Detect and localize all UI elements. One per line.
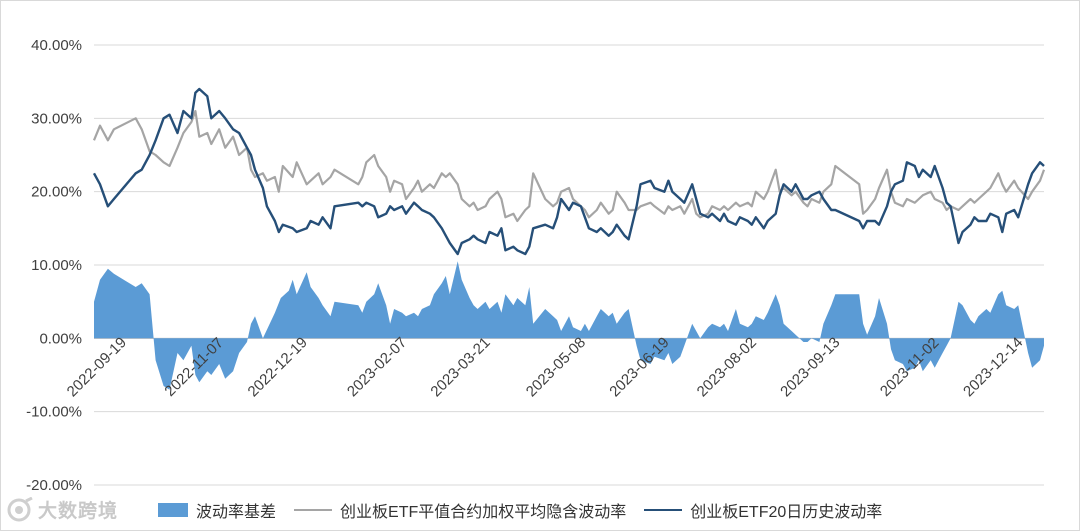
y-tick-label: 0.00% xyxy=(39,330,82,347)
gridlines xyxy=(94,44,1044,486)
y-axis-ticks: 40.00% 30.00% 20.00% 10.00% 0.00% -10.00% -20.… xyxy=(26,37,82,494)
x-tick-label: 2023-05-08 xyxy=(523,334,589,400)
y-tick-label: -10.00% xyxy=(26,404,82,421)
x-tick-label: 2023-02-07 xyxy=(344,334,410,400)
y-tick-label: 20.00% xyxy=(31,184,82,201)
x-tick-label: 2023-08-02 xyxy=(694,334,760,400)
x-tick-label: 2022-12-19 xyxy=(245,334,311,400)
spread-area-layer xyxy=(94,261,1044,390)
x-tick-label: 2023-03-21 xyxy=(427,334,493,400)
legend-label-spread: 波动率基差 xyxy=(196,504,277,521)
legend-item-spread: 波动率基差 xyxy=(158,498,276,522)
chart-legend: 波动率基差 创业板ETF平值合约加权平均隐含波动率 创业板ETF20日历史波动率 xyxy=(158,497,882,523)
x-tick-label: 2023-12-14 xyxy=(960,334,1026,400)
x-tick-label: 2023-09-13 xyxy=(777,334,843,400)
series-lines xyxy=(92,87,1046,256)
y-tick-label: 30.00% xyxy=(31,110,82,127)
series-area-spread xyxy=(94,261,1044,390)
series-line-implied xyxy=(92,109,1046,223)
legend-swatch-implied xyxy=(294,509,333,511)
legend-item-historical: 创业板ETF20日历史波动率 xyxy=(644,498,882,522)
legend-label-historical: 创业板ETF20日历史波动率 xyxy=(690,504,883,521)
brand-logo-icon xyxy=(7,496,33,521)
legend-item-implied: 创业板ETF平值合约加权平均隐含波动率 xyxy=(294,498,626,522)
legend-swatch-historical xyxy=(644,509,683,511)
y-tick-label: 40.00% xyxy=(31,37,82,54)
legend-label-implied: 创业板ETF平值合约加权平均隐含波动率 xyxy=(340,504,627,521)
legend-swatch-spread xyxy=(158,503,188,517)
watermark-text: 大数跨境 xyxy=(38,501,119,522)
series-line-historical xyxy=(92,87,1045,256)
y-tick-label: 10.00% xyxy=(31,257,82,274)
watermark: 大数跨境 xyxy=(6,496,118,523)
y-tick-label: -20.00% xyxy=(26,477,82,494)
